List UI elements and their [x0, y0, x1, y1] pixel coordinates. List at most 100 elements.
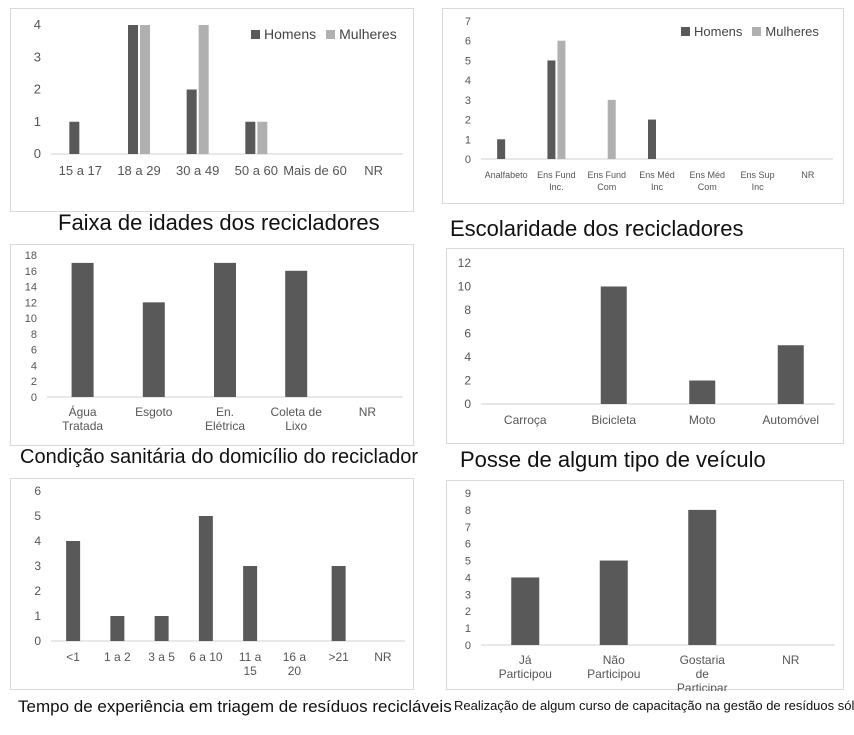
bar-homens [245, 121, 256, 154]
x-tick-label: NR [359, 405, 377, 419]
bar-value [688, 509, 717, 645]
x-tick-label: Automóvel [762, 413, 819, 427]
bar-value [154, 616, 169, 641]
legend-homens: Homens [251, 26, 316, 42]
y-tick-label: 5 [34, 509, 41, 523]
bar-value [66, 541, 81, 641]
y-tick-label: 3 [34, 49, 41, 64]
y-tick-label: 0 [31, 392, 37, 404]
legend-homens: Homens [681, 24, 742, 39]
y-tick-label: 2 [464, 374, 471, 388]
legend-swatch-mulheres [326, 29, 336, 39]
y-tick-label: 1 [34, 114, 41, 129]
bar-homens [186, 89, 197, 154]
bar-homens [497, 139, 506, 159]
y-tick-label: 16 [25, 266, 37, 278]
x-tick-label: Analfabeto [485, 170, 528, 180]
y-tick-label: 7 [465, 522, 471, 534]
bar-value [198, 516, 213, 641]
y-tick-label: 6 [464, 327, 471, 341]
bar-value [600, 286, 627, 404]
x-tick-label: En. Elétrica [205, 405, 245, 433]
x-tick-label: Bicicleta [591, 413, 636, 427]
bar-homens [128, 25, 138, 154]
bar-mulheres [607, 99, 616, 159]
y-tick-label: 4 [464, 350, 471, 364]
y-tick-label: 18 [25, 250, 37, 262]
y-tick-label: 12 [25, 297, 37, 309]
legend-label-homens: Homens [694, 24, 743, 39]
legend-mulheres: Mulheres [752, 24, 819, 39]
vehicle-chart-svg: 0 2 4 6 8 10 12 Carroça Bicicleta Moto Automóvel [458, 256, 835, 427]
bar-value [71, 262, 94, 397]
age-legend: Homens Mulheres [251, 26, 397, 42]
x-tick-label: 30 a 49 [176, 163, 219, 178]
x-tick-label: Carroça [504, 413, 547, 427]
legend-label-mulheres: Mulheres [765, 24, 819, 39]
bar-value [243, 566, 258, 641]
y-tick-label: 6 [34, 484, 41, 498]
bar-value [689, 380, 716, 404]
chart-panel-experience: 0 1 2 3 4 5 6 <1 1 a 2 3 a 5 6 a 10 11 a 15 16 a 20 >21… [10, 478, 414, 690]
bar-mulheres [198, 25, 209, 154]
y-tick-label: 10 [458, 280, 472, 294]
legend-label-homens: Homens [264, 26, 317, 42]
caption-schooling: Escolaridade dos recicladores [450, 216, 744, 241]
y-tick-label: 4 [34, 534, 41, 548]
legend-swatch-homens [251, 29, 260, 39]
chart-panel-vehicle: 0 2 4 6 8 10 12 Carroça Bicicleta Moto Automóvel [446, 248, 844, 444]
y-tick-label: 0 [464, 397, 471, 411]
x-tick-label: <1 [66, 650, 80, 664]
schooling-chart-svg: 0 1 2 3 4 5 6 7 Analfabeto Ens Fund Inc. Ens Fund Co… [465, 16, 833, 192]
chart-panel-sanitation: 0 2 4 6 8 10 12 14 16 18 Água Tratada Esgoto En. Elétr… [10, 244, 414, 446]
x-tick-label: NR [374, 650, 392, 664]
bar-mulheres [257, 121, 268, 154]
legend-mulheres: Mulheres [326, 26, 397, 42]
x-tick-label: Ens Fund Inc. [537, 170, 576, 192]
x-tick-label: Coleta de Lixo [271, 405, 323, 433]
y-tick-label: 5 [465, 556, 471, 568]
x-tick-label: 11 a 15 [239, 650, 262, 678]
y-tick-label: 6 [465, 36, 471, 48]
bar-mulheres [557, 40, 566, 159]
y-tick-label: 9 [465, 488, 471, 500]
x-tick-label: NR [801, 170, 814, 180]
x-tick-label: >21 [328, 650, 349, 664]
y-tick-label: 0 [465, 154, 471, 166]
y-tick-label: 3 [465, 95, 471, 107]
legend-swatch-mulheres [752, 27, 762, 36]
y-tick-label: 14 [25, 282, 37, 294]
x-tick-label: 1 a 2 [104, 650, 131, 664]
age-chart-svg: 0 1 2 3 4 15 a 17 18 a 29 30 a 49 50 a 60 Mais de… [34, 17, 403, 178]
bar-value [331, 566, 346, 641]
bar-mulheres [140, 25, 150, 154]
bar-value [110, 616, 125, 641]
x-tick-label: 50 a 60 [235, 163, 278, 178]
x-tick-label: 15 a 17 [59, 163, 102, 178]
y-tick-label: 1 [465, 134, 471, 146]
bar-value [599, 560, 628, 645]
caption-experience: Tempo de experiência em triagem de resíd… [18, 697, 452, 716]
x-tick-label: Ens Méd Com [690, 170, 726, 192]
legend-label-mulheres: Mulheres [339, 26, 397, 42]
y-tick-label: 8 [464, 303, 471, 317]
y-tick-label: 8 [465, 505, 471, 517]
training-chart-svg: 0 1 2 3 4 5 6 7 8 9 Já Participou Não Participou Gosta… [465, 488, 835, 691]
bar-value [214, 262, 236, 397]
x-tick-label: Ens Sup Inc [741, 170, 775, 192]
x-tick-label: Ens Fund Com [587, 170, 626, 192]
y-tick-label: 8 [31, 329, 37, 341]
bar-value [285, 270, 308, 397]
y-tick-label: 2 [31, 376, 37, 388]
x-tick-label: Esgoto [135, 405, 173, 419]
y-tick-label: 0 [34, 634, 41, 648]
x-tick-label: Não Participou [587, 653, 640, 681]
y-tick-label: 4 [31, 360, 37, 372]
caption-training: Realização de algum curso de capacitação… [454, 698, 854, 713]
x-tick-label: Gostaria de Participar [677, 653, 728, 691]
y-tick-label: 12 [458, 256, 472, 270]
y-tick-label: 6 [465, 539, 471, 551]
bar-value [511, 577, 540, 645]
bar-value [142, 302, 165, 397]
caption-sanitation: Condição sanitária do domicílio do recic… [20, 446, 418, 468]
